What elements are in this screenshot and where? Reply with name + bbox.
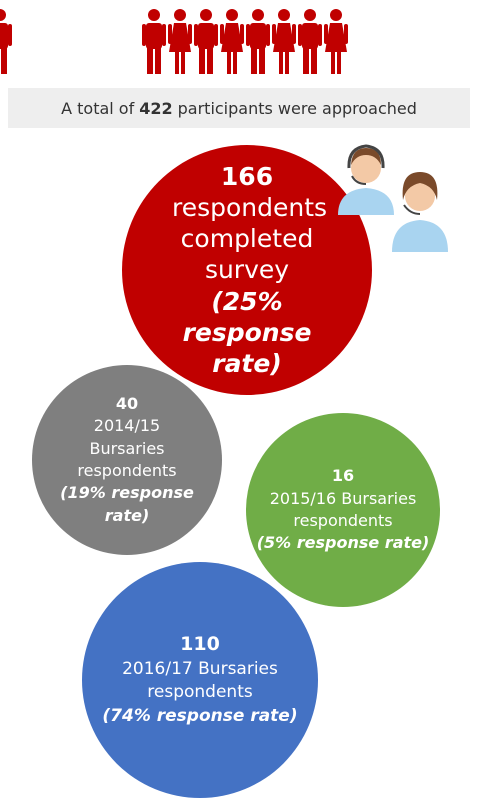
infographic: A total of 422 participants were approac… — [0, 0, 477, 798]
total-banner: A total of 422 participants were approac… — [8, 88, 470, 128]
group-circle: 110 2016/17 Bursaries respondents (74% r… — [82, 562, 318, 798]
banner-text: A total of — [61, 99, 134, 118]
banner-count: 422 — [139, 99, 172, 118]
count: 110 — [180, 631, 220, 658]
label: respondents completed survey — [172, 192, 322, 286]
rate: (74% response rate) — [100, 705, 300, 729]
label: 2015/16 Bursaries respondents — [256, 488, 431, 533]
group-circle: 40 2014/15 Bursaries respondents (19% re… — [32, 365, 222, 555]
rate: (25% response rate) — [150, 286, 345, 380]
rate: (19% response rate) — [52, 482, 202, 527]
count: 40 — [116, 393, 138, 415]
label: 2016/17 Bursaries respondents — [110, 658, 290, 706]
group-circle: 16 2015/16 Bursaries respondents (5% res… — [246, 413, 440, 607]
count: 166 — [221, 161, 273, 192]
rate: (5% response rate) — [251, 532, 436, 554]
people-icons — [0, 0, 477, 85]
label: 2014/15 Bursaries respondents — [72, 415, 182, 482]
count: 16 — [332, 465, 354, 487]
total-circle: 166 respondents completed survey (25% re… — [122, 145, 372, 395]
banner-text: participants were approached — [178, 99, 417, 118]
